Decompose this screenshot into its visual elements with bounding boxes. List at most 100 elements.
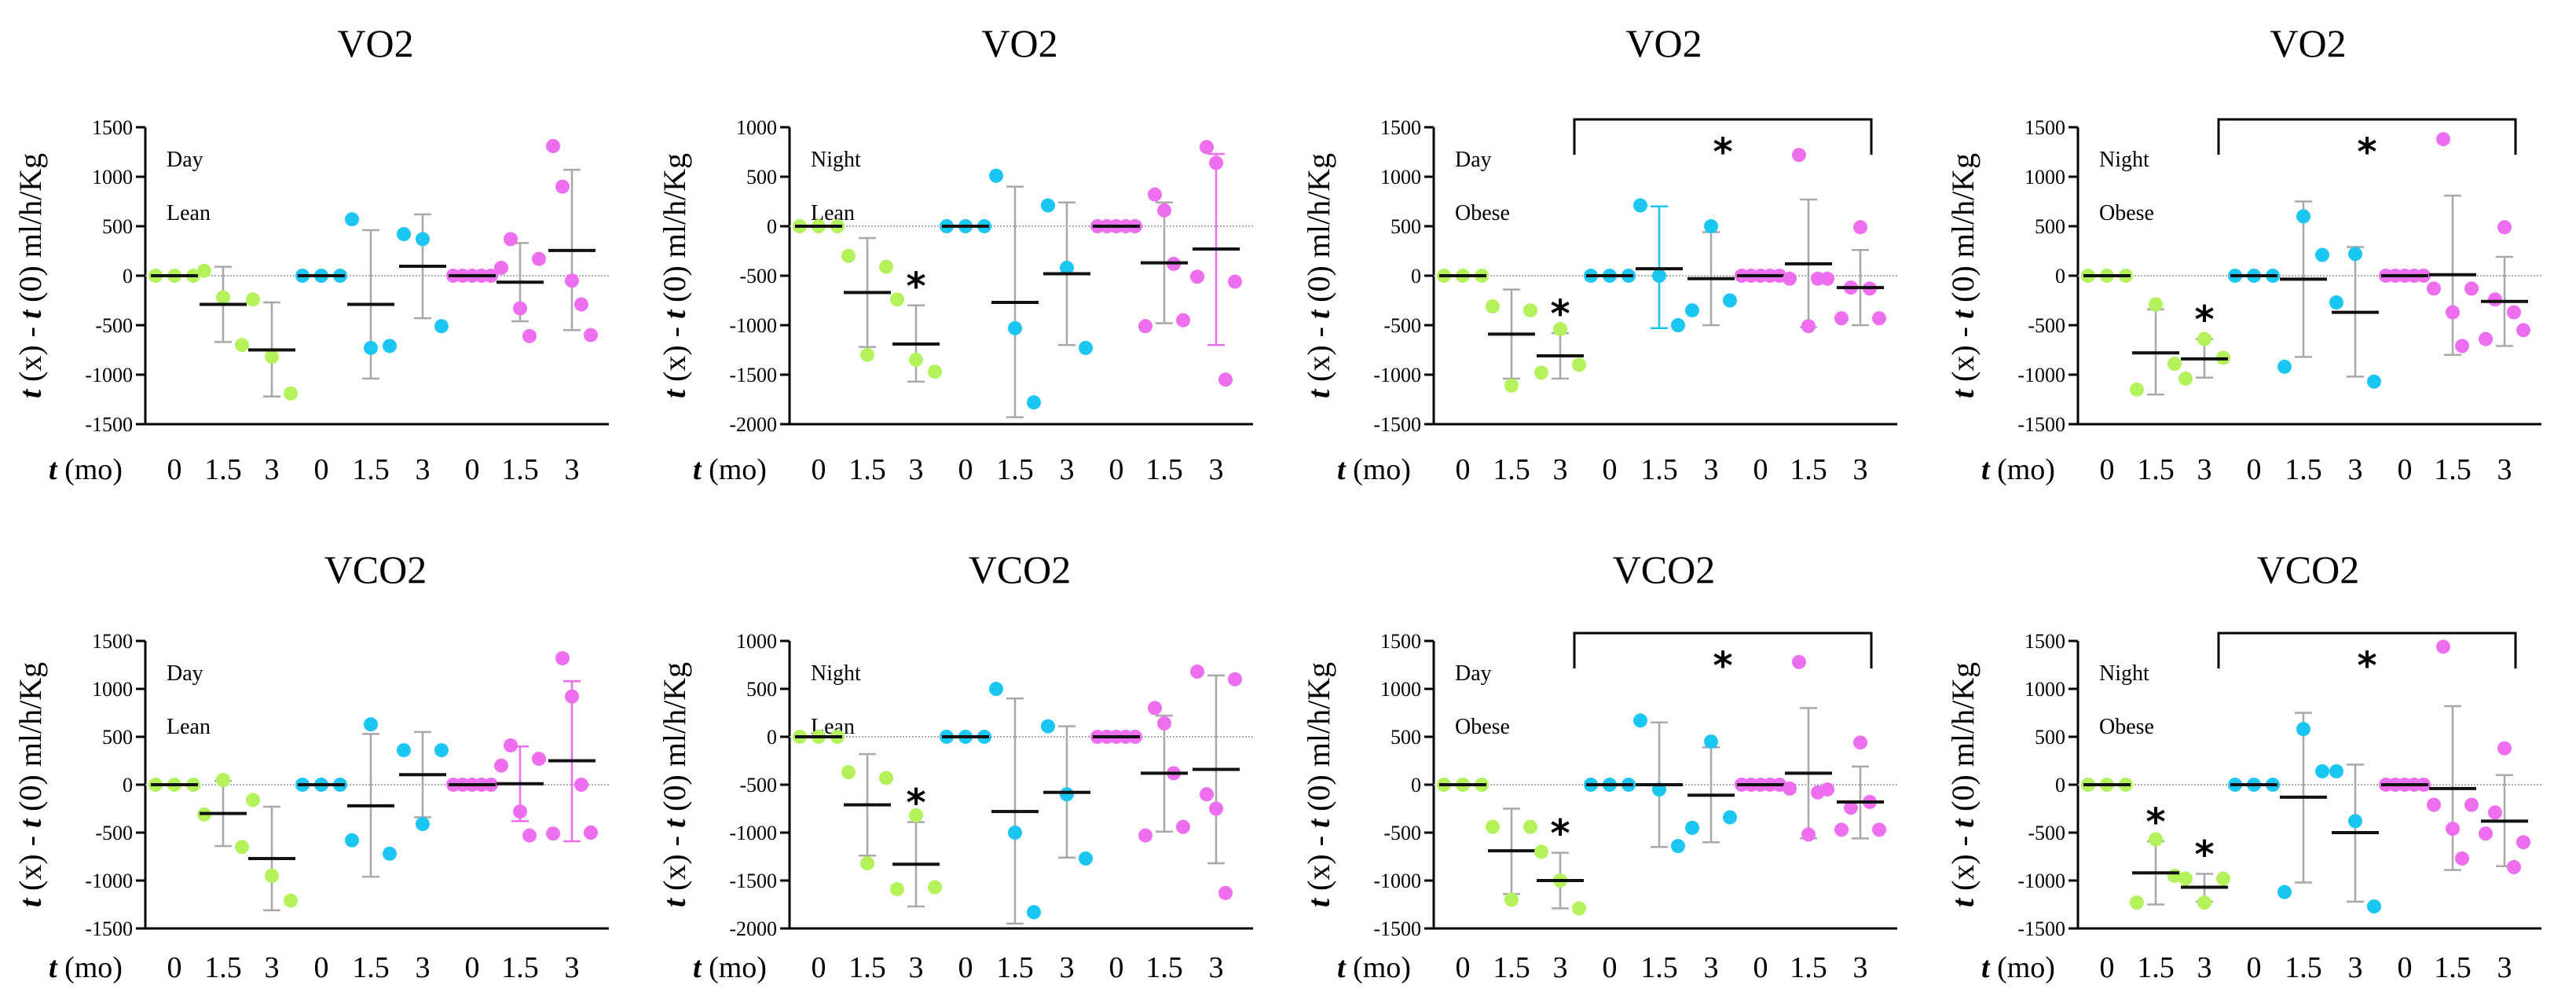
data-group-9: [1190, 665, 1242, 900]
data-point: [2149, 832, 2163, 847]
data-point: [1148, 701, 1162, 716]
y-tick-label: 500: [746, 166, 777, 189]
chart-title: VO2: [337, 21, 413, 65]
data-group-3: [2178, 331, 2230, 386]
data-group-3: [246, 292, 298, 401]
y-tick-label: -500: [2028, 822, 2065, 844]
x-tick-label: 0: [314, 453, 329, 486]
data-point: [879, 259, 893, 274]
y-tick-label: -1000: [2017, 364, 2065, 386]
x-axis-label: t (mo): [693, 453, 767, 486]
data-group-6: [1685, 734, 1737, 844]
data-group-9: [2479, 741, 2530, 874]
x-axis-label: t (mo): [1337, 951, 1411, 984]
data-point: [860, 856, 874, 871]
significance-star: *: [906, 265, 925, 309]
x-axis-label: t (mo): [49, 951, 123, 984]
y-tick-label: -1500: [85, 917, 133, 940]
data-point: [513, 301, 527, 316]
x-tick-label: 1.5: [2285, 453, 2322, 486]
data-group-7: [446, 269, 498, 283]
data-group-4: [2228, 269, 2280, 283]
y-tick-label: 500: [102, 726, 133, 749]
y-axis-label: t (x) - t (0) ml/h/Kg: [657, 662, 692, 907]
data-point: [989, 682, 1003, 696]
significance-star: *: [2194, 298, 2214, 342]
x-tick-label: 0: [2100, 453, 2115, 486]
data-point: [532, 251, 546, 266]
data-point: [1633, 198, 1647, 213]
data-point: [1041, 198, 1055, 213]
x-tick-label: 3: [1553, 453, 1568, 486]
x-tick-label: 3: [265, 453, 280, 486]
y-tick-label: 1000: [2025, 678, 2065, 701]
data-point: [2427, 281, 2441, 296]
y-tick-label: 0: [1411, 774, 1421, 796]
y-tick-label: -500: [739, 774, 777, 796]
x-tick-label: 3: [1853, 453, 1868, 486]
data-point: [1523, 303, 1537, 318]
data-group-1: [1437, 269, 1489, 283]
axis-label-part: t: [1337, 453, 1347, 486]
data-point: [1008, 320, 1022, 335]
x-tick-label: 1.5: [2137, 951, 2175, 984]
y-tick-label: -500: [739, 265, 777, 287]
data-point: [434, 319, 449, 334]
data-point: [841, 248, 856, 263]
y-tick-label: 1000: [736, 630, 777, 653]
data-point: [1008, 826, 1022, 840]
data-point: [1200, 787, 1214, 802]
data-group-5: [989, 682, 1041, 925]
axis-label-part: t: [657, 309, 692, 319]
x-tick-label: 1.5: [352, 453, 390, 486]
y-tick-label: -500: [1383, 314, 1421, 337]
y-tick-label: -1500: [1373, 917, 1421, 940]
data-point: [1027, 905, 1041, 920]
axis-label-part: t: [1301, 309, 1336, 319]
data-point: [1218, 372, 1233, 387]
cohort-label: Obese: [2099, 201, 2154, 225]
data-group-2: [2130, 297, 2182, 397]
y-tick-label: 1000: [92, 166, 133, 189]
data-point: [2367, 899, 2381, 914]
panel-3: VO2 t (x) - t (0) ml/h/Kg 1500 1000 500 0 -500…: [1301, 21, 1897, 486]
data-point: [584, 328, 598, 342]
axis-label-part: (0) ml/h/Kg: [657, 662, 692, 819]
period-label: Night: [811, 148, 861, 172]
data-group-9: [2479, 220, 2530, 347]
x-tick-label: 3: [1060, 453, 1075, 486]
x-tick-label: 3: [1553, 951, 1568, 984]
data-point: [1200, 140, 1214, 155]
chart-title: VCO2: [1613, 547, 1716, 591]
significance-star: *: [906, 782, 925, 826]
axis-label-part: t: [1981, 951, 1991, 984]
data-point: [1783, 271, 1797, 286]
data-point: [1079, 851, 1093, 866]
y-tick-label: -1000: [1373, 364, 1421, 386]
data-point: [1820, 271, 1834, 286]
data-point: [989, 168, 1003, 183]
axis-label-part: t: [1337, 951, 1347, 984]
x-tick-label: 3: [2497, 951, 2512, 984]
axis-label-part: (0) ml/h/Kg: [1301, 662, 1336, 819]
x-tick-label: 1.5: [204, 453, 242, 486]
data-group-7: [446, 778, 498, 792]
x-tick-label: 0: [812, 951, 826, 984]
x-axis-label: t (mo): [1981, 453, 2055, 486]
axis-label-part: (mo): [1346, 453, 1411, 486]
data-group-2: [841, 236, 893, 362]
data-point: [2167, 357, 2182, 372]
data-point: [1783, 781, 1797, 796]
x-axis-label: t (mo): [1981, 951, 2055, 984]
data-point: [1792, 148, 1806, 163]
data-point: [1176, 819, 1190, 834]
chart-title: VCO2: [2257, 547, 2360, 591]
data-point: [928, 880, 942, 895]
axis-label-part: (0) ml/h/Kg: [13, 153, 48, 310]
x-tick-label: 1.5: [996, 453, 1034, 486]
bracket-significance-star: *: [1713, 130, 1732, 174]
data-group-7: [1735, 269, 1786, 283]
data-point: [1176, 313, 1190, 328]
significance-star: *: [2194, 833, 2214, 877]
y-tick-label: -1500: [1373, 413, 1421, 436]
